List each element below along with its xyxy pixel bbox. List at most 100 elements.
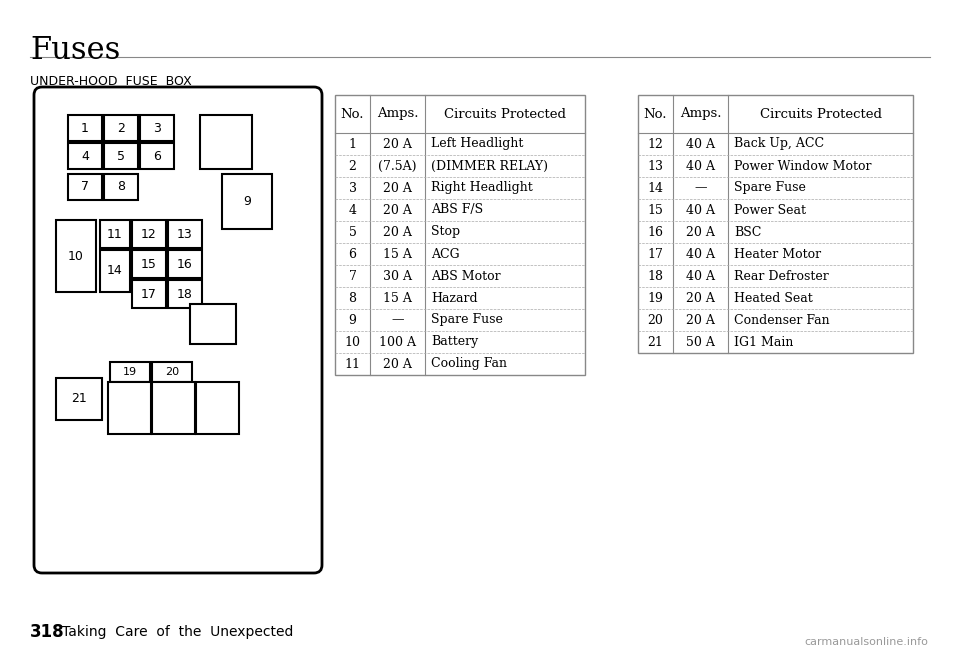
Text: 30 A: 30 A [383,270,412,283]
Text: 20: 20 [165,367,180,377]
Text: 20 A: 20 A [686,226,715,239]
Text: 18: 18 [177,287,193,300]
Text: 17: 17 [141,287,156,300]
Text: 20 A: 20 A [686,291,715,304]
Text: 20 A: 20 A [383,182,412,194]
Bar [190,304,236,344]
Text: 50 A: 50 A [686,335,715,348]
FancyBboxPatch shape [34,87,322,573]
Text: 3: 3 [153,121,161,134]
Text: 14: 14 [108,264,123,277]
Text: IG1 Main: IG1 Main [734,335,793,348]
Text: 6: 6 [348,247,356,260]
Text: Right Headlight: Right Headlight [431,182,533,194]
Text: 20: 20 [648,314,663,327]
Text: 20 A: 20 A [686,314,715,327]
Text: Condenser Fan: Condenser Fan [734,314,829,327]
Text: Power Seat: Power Seat [734,203,806,216]
Bar [132,280,166,308]
Text: ACG: ACG [431,247,460,260]
Text: 7: 7 [81,180,89,194]
Text: 11: 11 [108,228,123,241]
Bar [100,250,130,292]
Bar [68,115,102,141]
Bar [110,362,150,382]
Text: (7.5A): (7.5A) [378,159,417,173]
Text: Amps.: Amps. [680,108,721,121]
Bar [152,362,192,382]
Bar [104,115,138,141]
Bar [638,95,913,353]
Text: 9: 9 [243,195,251,208]
Bar [152,382,195,434]
Text: Circuits Protected: Circuits Protected [759,108,881,121]
Bar [132,220,166,248]
Bar [168,250,202,278]
Text: 16: 16 [647,226,663,239]
Bar [335,95,585,375]
Text: 12: 12 [648,138,663,150]
Text: 19: 19 [123,367,137,377]
Text: 21: 21 [648,335,663,348]
Text: Battery: Battery [431,335,478,348]
Bar [140,115,174,141]
Text: 15: 15 [648,203,663,216]
Text: 15: 15 [141,258,156,270]
Bar [68,174,102,200]
Text: 40 A: 40 A [686,247,715,260]
Text: Spare Fuse: Spare Fuse [734,182,805,194]
Bar [200,115,252,169]
Text: 9: 9 [348,314,356,327]
Text: 19: 19 [648,291,663,304]
Text: 3: 3 [348,182,356,194]
Text: ABS F/S: ABS F/S [431,203,483,216]
Bar [104,143,138,169]
Text: Stop: Stop [431,226,460,239]
Text: 16: 16 [178,258,193,270]
Bar [68,143,102,169]
Text: 40 A: 40 A [686,159,715,173]
Text: Left Headlight: Left Headlight [431,138,523,150]
Text: 15 A: 15 A [383,291,412,304]
Bar [104,174,138,200]
Text: Amps.: Amps. [376,108,419,121]
Bar [140,143,174,169]
Text: 4: 4 [81,150,89,163]
Text: No.: No. [644,108,667,121]
Bar [222,174,272,229]
Text: Back Up, ACC: Back Up, ACC [734,138,824,150]
Text: Circuits Protected: Circuits Protected [444,108,566,121]
Bar [168,220,202,248]
Text: Rear Defroster: Rear Defroster [734,270,828,283]
Text: Taking  Care  of  the  Unexpected: Taking Care of the Unexpected [62,625,294,639]
Text: 15 A: 15 A [383,247,412,260]
Bar [168,280,202,308]
Text: 10: 10 [345,335,361,348]
Text: 18: 18 [647,270,663,283]
Text: Heated Seat: Heated Seat [734,291,813,304]
Text: ABS Motor: ABS Motor [431,270,500,283]
Text: 20 A: 20 A [383,138,412,150]
Text: Power Window Motor: Power Window Motor [734,159,872,173]
Text: 20 A: 20 A [383,203,412,216]
Text: 1: 1 [81,121,89,134]
Text: 1: 1 [348,138,356,150]
Text: 10: 10 [68,249,84,262]
Text: 7: 7 [348,270,356,283]
Bar [108,382,151,434]
Text: 6: 6 [153,150,161,163]
Bar [56,378,102,420]
Text: 4: 4 [348,203,356,216]
Text: Heater Motor: Heater Motor [734,247,821,260]
Text: 5: 5 [348,226,356,239]
Bar [132,250,166,278]
Text: Fuses: Fuses [30,35,120,66]
Text: 14: 14 [647,182,663,194]
Text: 17: 17 [648,247,663,260]
Text: (DIMMER RELAY): (DIMMER RELAY) [431,159,548,173]
Text: 8: 8 [348,291,356,304]
Text: 318: 318 [30,623,64,641]
Text: —: — [392,314,404,327]
Text: 40 A: 40 A [686,138,715,150]
Text: 5: 5 [117,150,125,163]
